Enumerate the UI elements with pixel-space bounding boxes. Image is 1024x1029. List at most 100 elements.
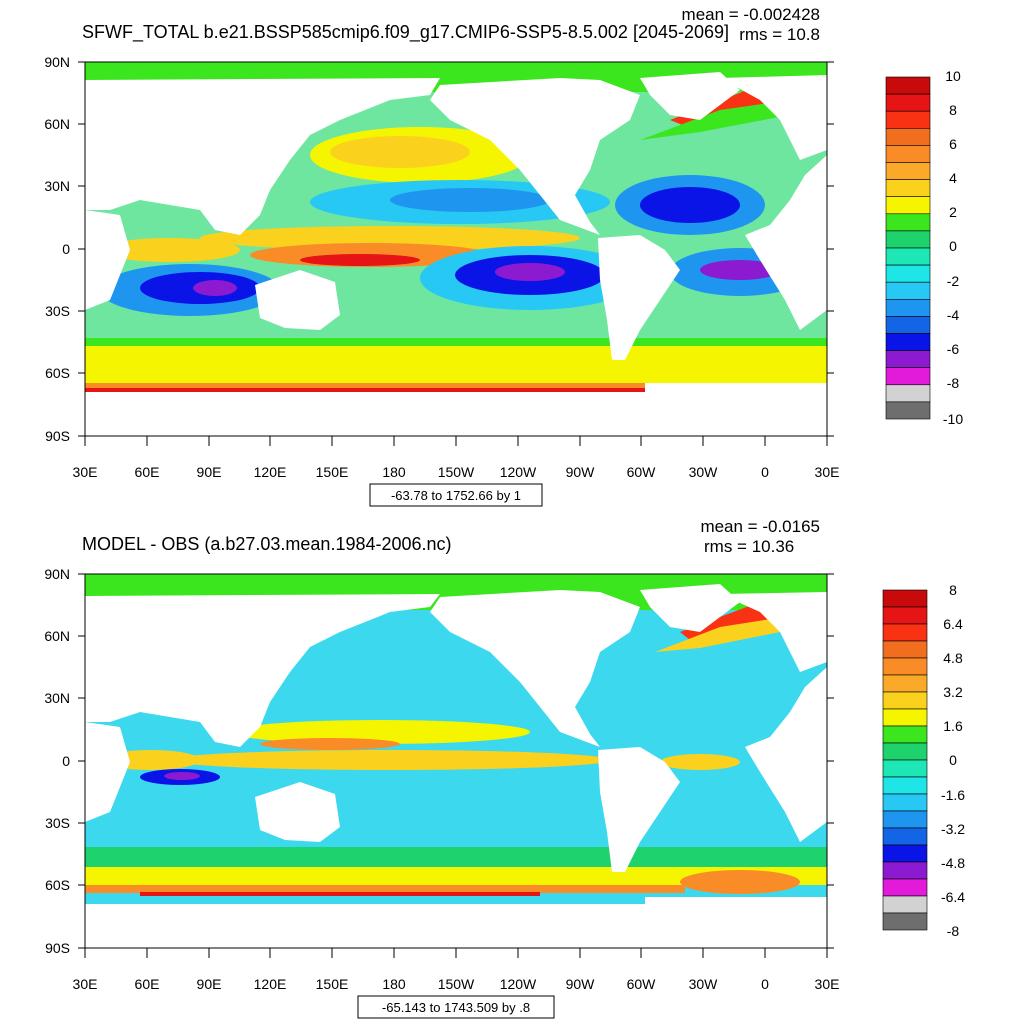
bottom-colorbar-label: 0 (949, 752, 957, 768)
colorbar-swatch (882, 742, 928, 761)
bottom-lon-label: 150W (438, 976, 475, 992)
colorbar-swatch (885, 247, 931, 266)
colorbar-swatch (882, 657, 928, 676)
colorbar-swatch (885, 230, 931, 249)
top-map-field (85, 62, 827, 436)
top-colorbar-label: 0 (949, 238, 957, 254)
colorbar-swatch (882, 691, 928, 710)
top-lon-label: 30E (815, 464, 840, 480)
colorbar-swatch (885, 367, 931, 386)
bottom-lat-label: 60N (44, 628, 70, 644)
bottom-range-box (357, 995, 555, 1019)
top-lat-label: 30S (45, 303, 70, 319)
colorbar-swatch (885, 333, 931, 351)
colorbar-swatch (885, 196, 931, 215)
colorbar-swatch (882, 810, 928, 829)
top-rms-label: rms = 10.8 (739, 25, 820, 44)
top-lon-label: 90W (566, 464, 596, 480)
top-colorbar-label: -8 (947, 375, 960, 391)
bottom-colorbar-label: 8 (949, 582, 957, 598)
colorbar-swatch (885, 281, 931, 300)
top-lat-label: 60S (45, 365, 70, 381)
top-lon-label: 120E (254, 464, 287, 480)
top-title: SFWF_TOTAL b.e21.BSSP585cmip6.f09_g17.CM… (82, 22, 729, 43)
colorbar-swatch (885, 110, 931, 129)
bottom-map-field (85, 574, 827, 948)
colorbar-swatch (882, 861, 928, 880)
bottom-lat-label: 60S (45, 877, 70, 893)
bottom-map-svg: MODEL - OBS (a.b27.03.mean.1984-2006.nc)… (44, 517, 965, 1019)
top-land (85, 72, 827, 436)
colorbar-swatch (885, 76, 931, 95)
colorbar-swatch (882, 844, 928, 863)
colorbar-swatch (885, 384, 931, 403)
bottom-lat-label: 90S (45, 940, 70, 956)
top-lon-axis: 30E 60E 90E 120E 150E 180 150W 120W 90W … (73, 436, 840, 480)
bottom-colorbar-label: 6.4 (943, 616, 963, 632)
colorbar-swatch (882, 623, 928, 642)
top-lon-label: 90E (197, 464, 222, 480)
bottom-lon-label: 120E (254, 976, 287, 992)
bottom-lon-label: 90E (197, 976, 222, 992)
top-lat-label: 90N (44, 54, 70, 70)
top-map-svg: SFWF_TOTAL b.e21.BSSP585cmip6.f09_g17.CM… (44, 5, 963, 507)
top-lon-label: 30W (689, 464, 719, 480)
colorbar-swatch (885, 162, 931, 180)
bottom-lat-label: 30S (45, 815, 70, 831)
colorbar-swatch (882, 640, 928, 659)
top-lat-label: 60N (44, 116, 70, 132)
colorbar-swatch (882, 827, 928, 846)
bottom-rms-label: rms = 10.36 (704, 537, 794, 556)
bottom-lat-axis: 90N 60N 30N 0 30S 60S 90S (44, 566, 834, 956)
colorbar-swatch (882, 725, 928, 744)
top-colorbar-label: -6 (947, 341, 960, 357)
bottom-colorbar-label: -4.8 (941, 855, 965, 871)
bottom-title: MODEL - OBS (a.b27.03.mean.1984-2006.nc) (82, 534, 452, 554)
bottom-lat-label: 90N (44, 566, 70, 582)
colorbar-swatch (882, 589, 928, 608)
bottom-colorbar-label: 3.2 (943, 684, 963, 700)
bottom-lon-label: 180 (382, 976, 406, 992)
colorbar-swatch (885, 128, 931, 146)
bottom-lon-label: 0 (761, 976, 769, 992)
bottom-lon-label: 30W (689, 976, 719, 992)
top-colorbar-label: 10 (945, 68, 961, 84)
colorbar-swatch (885, 93, 931, 112)
bottom-land (85, 584, 827, 948)
colorbar-swatch (885, 145, 931, 163)
top-lon-label: 150W (438, 464, 475, 480)
colorbar-swatch (882, 878, 928, 897)
bottom-lon-label: 120W (500, 976, 537, 992)
colorbar-swatch (885, 179, 931, 198)
top-mean-label: mean = -0.002428 (682, 5, 820, 24)
bottom-map-panel: MODEL - OBS (a.b27.03.mean.1984-2006.nc)… (0, 512, 1024, 1024)
bottom-lat-label: 30N (44, 690, 70, 706)
colorbar-swatch (885, 298, 931, 317)
colorbar-swatch (882, 708, 928, 727)
bottom-lon-axis: 30E 60E 90E 120E 150E 180 150W 120W 90W … (73, 948, 840, 992)
bottom-colorbar-label: 1.6 (943, 718, 963, 734)
top-lat-label: 30N (44, 178, 70, 194)
top-lat-axis: 90N 60N 30N 0 30S 60S 90S (44, 54, 834, 444)
top-colorbar-label: -4 (947, 307, 960, 323)
top-lat-label: 0 (62, 241, 70, 257)
bottom-lon-label: 60E (135, 976, 160, 992)
bottom-mean-label: mean = -0.0165 (700, 517, 820, 536)
top-colorbar-label: 6 (949, 136, 957, 152)
colorbar-swatch (882, 912, 928, 931)
top-lon-label: 0 (761, 464, 769, 480)
bottom-lon-label: 30E (815, 976, 840, 992)
bottom-colorbar (882, 589, 928, 931)
bottom-colorbar-label: 4.8 (943, 650, 963, 666)
top-lon-label: 180 (382, 464, 406, 480)
top-colorbar-label: 8 (949, 102, 957, 118)
top-lon-label: 150E (316, 464, 349, 480)
bottom-colorbar-label: -1.6 (941, 787, 965, 803)
bottom-colorbar-labels: 8 6.4 4.8 3.2 1.6 0 -1.6 -3.2 -4.8 -6.4 … (941, 582, 965, 939)
colorbar-swatch (885, 213, 931, 232)
colorbar-swatch (885, 401, 931, 420)
bottom-lat-label: 0 (62, 753, 70, 769)
top-lon-label: 60W (627, 464, 657, 480)
top-colorbar-label: 2 (949, 204, 957, 220)
colorbar-swatch (882, 759, 928, 778)
